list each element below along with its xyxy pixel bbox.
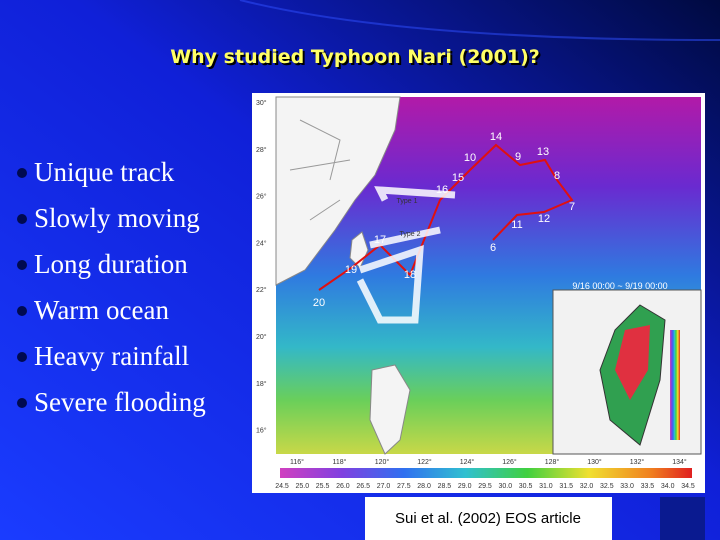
inset-legend	[670, 330, 680, 440]
bullet-text: Warm ocean	[34, 295, 170, 325]
track-point-label: 6	[490, 242, 496, 254]
latitude-label: 18°	[256, 380, 267, 388]
colorbar-label: 29.0	[458, 483, 472, 490]
track-point-label: 10	[464, 152, 476, 164]
bullet-text: Slowly moving	[34, 203, 200, 233]
track-point-label: 20	[313, 297, 325, 309]
track-type-label: Type 2	[399, 231, 420, 238]
citation: Sui et al. (2002) EOS article	[395, 510, 581, 527]
longitude-label: 126°	[502, 458, 517, 466]
colorbar-label: 32.5	[600, 483, 614, 490]
decor-block	[660, 497, 705, 540]
latitude-label: 20°	[256, 333, 267, 341]
colorbar-label: 34.5	[681, 483, 695, 490]
bullet-marker	[17, 214, 27, 224]
colorbar-label: 26.0	[336, 483, 350, 490]
latitude-label: 26°	[256, 193, 267, 201]
track-point-label: 9	[515, 151, 521, 163]
longitude-label: 130°	[587, 458, 602, 466]
bullet-marker	[17, 260, 27, 270]
longitude-label: 120°	[375, 458, 390, 466]
bullet-text: Unique track	[34, 157, 175, 187]
longitude-label: 124°	[460, 458, 475, 466]
bullet-marker	[17, 306, 27, 316]
citation-box	[365, 497, 612, 540]
bullet-text: Heavy rainfall	[34, 341, 189, 371]
colorbar-label: 33.5	[641, 483, 655, 490]
map-figure	[252, 93, 705, 493]
latitude-label: 28°	[256, 146, 267, 154]
colorbar-label: 27.5	[397, 483, 411, 490]
track-point-label: 13	[537, 146, 549, 158]
typhoon-track	[318, 143, 574, 291]
colorbar-label: 25.5	[316, 483, 330, 490]
latitude-label: 24°	[256, 239, 267, 247]
colorbar-label: 27.0	[377, 483, 391, 490]
colorbar-label: 28.0	[417, 483, 431, 490]
decor	[239, 0, 720, 41]
bullet-list: Unique track Slowly moving Long duration Wa…	[17, 157, 206, 417]
latitude-label: 16°	[256, 427, 267, 435]
luzon-land	[369, 364, 411, 455]
track-point-label: 15	[452, 172, 464, 184]
track-point-label: 11	[511, 219, 522, 231]
track-point-label: 16	[436, 184, 448, 196]
bullet-marker	[17, 168, 27, 178]
latitude-label: 22°	[256, 286, 267, 294]
colorbar-label: 30.0	[498, 483, 512, 490]
bullet-text: Severe flooding	[34, 387, 206, 417]
track-point-label: 12	[538, 213, 550, 225]
map-labels: 30° 28° 26° 24° 22° 20° 18° 16° 116° 118° 120° 122°…	[256, 99, 695, 490]
longitude-label: 116°	[290, 458, 304, 466]
longitude-label: 132°	[630, 458, 645, 466]
colorbar-label: 30.5	[519, 483, 533, 490]
track-point-label: 17	[374, 234, 386, 246]
colorbar	[280, 468, 692, 478]
bullet-text: Long duration	[34, 249, 188, 279]
track-point-label: 8	[554, 170, 560, 182]
track-type-arrows	[356, 186, 456, 324]
longitude-label: 118°	[333, 458, 347, 466]
title: Why studied Typhoon Nari (2001)?	[170, 46, 540, 68]
track-point-label: 7	[569, 201, 575, 213]
latitude-label: 30°	[256, 99, 267, 107]
bullet-marker	[17, 398, 27, 408]
period-label: 9/16 00:00 ~ 9/19 00:00	[572, 281, 667, 291]
borders	[289, 119, 351, 221]
china-land	[275, 96, 401, 286]
colorbar-label: 24.5	[275, 483, 289, 490]
track-point-label: 18	[404, 269, 416, 281]
colorbar-label: 32.0	[580, 483, 594, 490]
track-type-label: Type 1	[396, 198, 417, 205]
title-shadow: Why studied Typhoon Nari (2001)?	[172, 48, 542, 70]
track-point-label: 19	[345, 264, 357, 276]
colorbar-label: 26.5	[356, 483, 370, 490]
longitude-label: 128°	[545, 458, 560, 466]
bullet-marker	[17, 352, 27, 362]
colorbar-label: 25.0	[295, 483, 309, 490]
colorbar-label: 28.5	[438, 483, 452, 490]
colorbar-label: 29.5	[478, 483, 492, 490]
colorbar-label: 31.0	[539, 483, 553, 490]
heavy-rain-area	[615, 325, 650, 400]
colorbar-label: 34.0	[661, 483, 675, 490]
colorbar-label: 33.0	[620, 483, 634, 490]
longitude-label: 134°	[672, 458, 687, 466]
longitude-label: 122°	[417, 458, 432, 466]
track-point-label: 14	[490, 131, 502, 143]
colorbar-label: 31.5	[559, 483, 573, 490]
